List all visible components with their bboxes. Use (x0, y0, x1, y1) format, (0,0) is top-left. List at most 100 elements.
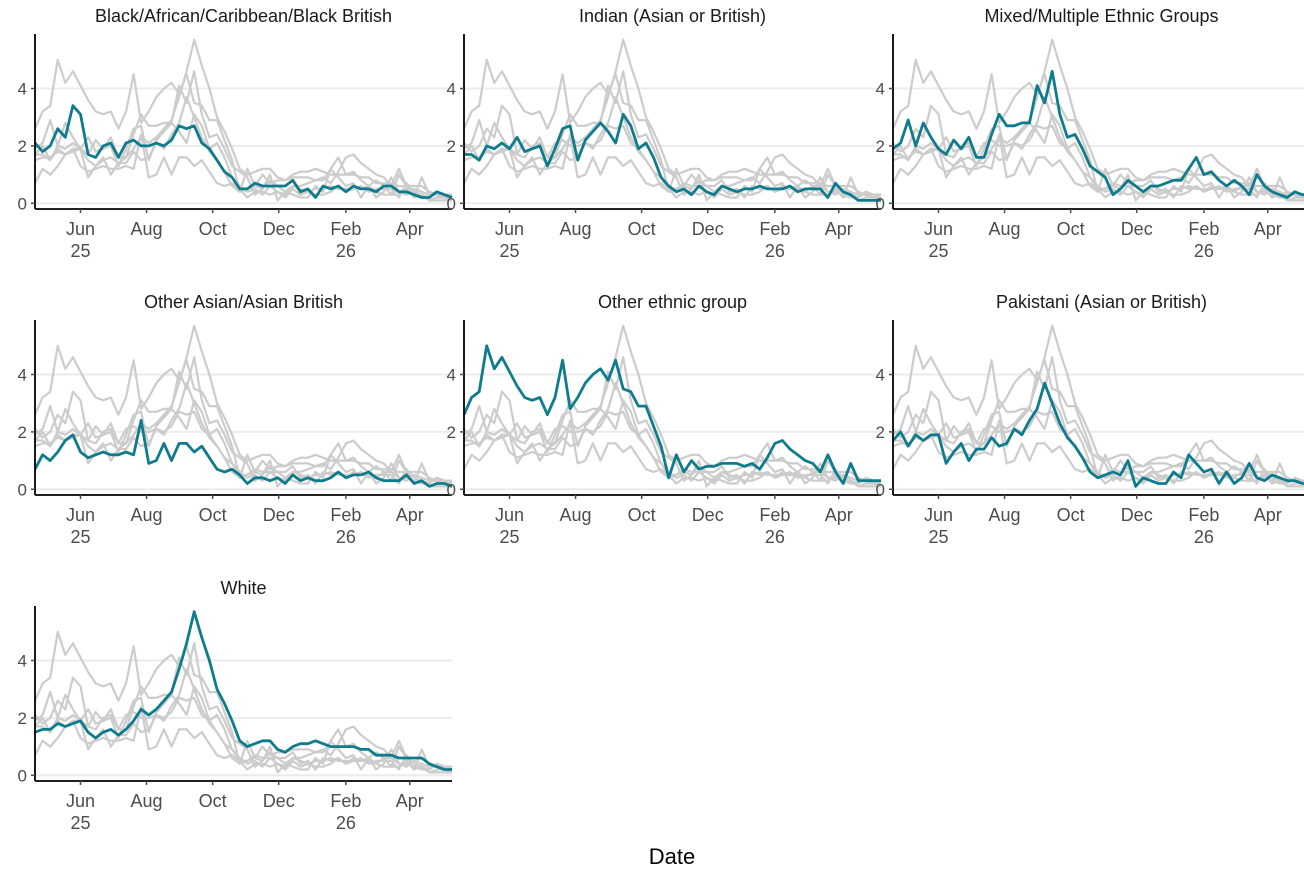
x-tick-label: Feb (1188, 219, 1219, 239)
context-series-line (892, 356, 1304, 485)
y-tick-label: 2 (447, 423, 456, 442)
context-series-line (34, 324, 452, 485)
highlight-series-line (34, 610, 452, 771)
x-tick-label: Jun (924, 505, 953, 525)
x-tick-label: Oct (1057, 505, 1085, 525)
context-series-line (463, 419, 882, 488)
y-tick-label: 0 (18, 766, 27, 785)
x-tick-label: Dec (692, 219, 724, 239)
highlight-series-line (462, 344, 881, 485)
x-tick-label: Aug (131, 219, 163, 239)
x-tick-label: Oct (628, 219, 656, 239)
x-tick-label: Feb (759, 505, 790, 525)
highlight-series-line (891, 381, 1304, 488)
x-tick-label: Apr (825, 219, 853, 239)
x-tick-year-label: 26 (336, 527, 356, 547)
x-tick-label: Apr (825, 505, 853, 525)
y-tick-label: 4 (876, 80, 885, 99)
context-series-line (891, 344, 1304, 485)
y-tick-label: 0 (18, 480, 27, 499)
x-tick-label: Feb (330, 505, 361, 525)
x-tick-year-label: 26 (1194, 527, 1214, 547)
x-tick-label: Jun (495, 219, 524, 239)
x-tick-year-label: 26 (336, 813, 356, 833)
panel-title: Mixed/Multiple Ethnic Groups (984, 6, 1218, 26)
highlight-series-line (33, 418, 453, 488)
y-tick-label: 2 (18, 709, 27, 728)
x-tick-year-label: 25 (928, 527, 948, 547)
y-tick-label: 2 (18, 423, 27, 442)
x-tick-label: Dec (263, 791, 295, 811)
context-series-line (463, 324, 881, 485)
panel-title: Pakistani (Asian or British) (996, 292, 1207, 312)
x-tick-label: Dec (263, 219, 295, 239)
x-tick-label: Oct (199, 505, 227, 525)
context-series-line (33, 344, 452, 485)
y-tick-label: 4 (18, 366, 27, 385)
context-series-line (35, 399, 452, 488)
x-tick-label: Apr (1254, 219, 1282, 239)
y-tick-label: 0 (447, 480, 456, 499)
x-tick-label: Dec (1121, 505, 1153, 525)
highlight-series-line (33, 104, 453, 199)
panel-title: Black/African/Caribbean/Black British (95, 6, 392, 26)
x-tick-label: Feb (330, 791, 361, 811)
context-series-line (35, 113, 452, 202)
y-tick-label: 0 (18, 194, 27, 213)
context-series-line (891, 58, 1304, 199)
x-tick-label: Jun (66, 791, 95, 811)
highlight-series-line (464, 112, 881, 202)
x-tick-year-label: 25 (70, 527, 90, 547)
x-tick-label: Feb (759, 219, 790, 239)
context-series-line (34, 642, 452, 771)
x-tick-year-label: 25 (928, 241, 948, 261)
x-tick-label: Apr (1254, 505, 1282, 525)
x-tick-label: Aug (560, 219, 592, 239)
x-tick-label: Apr (396, 219, 424, 239)
x-axis-label: Date (649, 844, 695, 869)
x-tick-label: Oct (199, 219, 227, 239)
context-series-line (463, 38, 881, 199)
context-series-line (34, 38, 452, 199)
x-tick-label: Jun (66, 219, 95, 239)
panel-title: Indian (Asian or British) (579, 6, 766, 26)
x-tick-label: Oct (628, 505, 656, 525)
y-tick-label: 2 (18, 137, 27, 156)
y-tick-label: 2 (447, 137, 456, 156)
context-series-line (463, 356, 881, 485)
y-tick-label: 2 (876, 137, 885, 156)
x-tick-label: Aug (131, 791, 163, 811)
context-series-line (892, 38, 1304, 199)
highlight-series-line (892, 69, 1304, 199)
x-tick-year-label: 25 (70, 813, 90, 833)
x-tick-label: Apr (396, 791, 424, 811)
context-series-line (34, 705, 453, 774)
x-tick-year-label: 26 (336, 241, 356, 261)
x-tick-year-label: 26 (765, 527, 785, 547)
x-tick-label: Aug (989, 505, 1021, 525)
y-tick-label: 0 (876, 194, 885, 213)
context-series-line (34, 133, 453, 202)
x-tick-year-label: 25 (499, 527, 519, 547)
x-tick-year-label: 26 (765, 241, 785, 261)
x-tick-label: Jun (66, 505, 95, 525)
x-tick-label: Apr (396, 505, 424, 525)
x-tick-label: Feb (330, 219, 361, 239)
context-series-line (892, 133, 1304, 202)
x-tick-label: Oct (1057, 219, 1085, 239)
y-tick-label: 4 (876, 366, 885, 385)
x-tick-label: Feb (1188, 505, 1219, 525)
y-tick-label: 0 (447, 194, 456, 213)
x-tick-year-label: 26 (1194, 241, 1214, 261)
context-series-line (35, 685, 452, 774)
x-tick-label: Aug (131, 505, 163, 525)
y-tick-label: 4 (447, 366, 456, 385)
context-series-line (464, 399, 881, 488)
